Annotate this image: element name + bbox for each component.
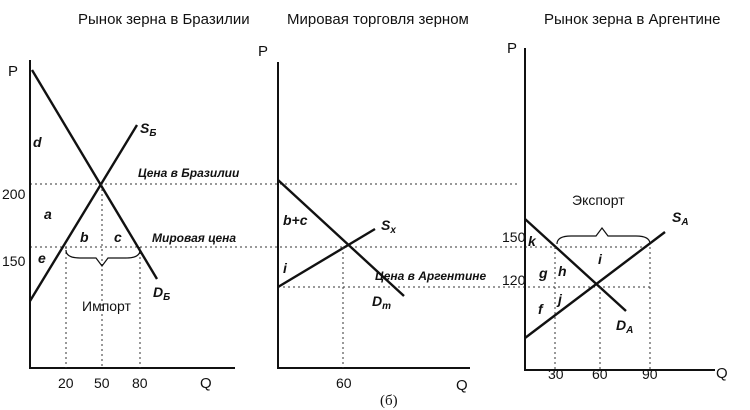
- argentina-x-tick-90: 90: [642, 366, 658, 382]
- figure-caption: (б): [380, 393, 398, 409]
- argentina-x-axis-label: Q: [716, 365, 728, 382]
- world-title: Мировая торговля зерном: [287, 11, 469, 28]
- brazil-y-tick-200: 200: [2, 186, 26, 202]
- world-demand-label: Dm: [372, 293, 391, 312]
- argentina-x-tick-30: 30: [548, 366, 564, 382]
- area-label-j: j: [556, 291, 563, 307]
- brazil-x-tick-80: 80: [132, 375, 148, 391]
- area-label-k: k: [528, 233, 537, 249]
- area-label-e: e: [38, 250, 46, 266]
- area-label-g: g: [538, 265, 548, 281]
- brazil-title: Рынок зерна в Бразилии: [78, 11, 250, 28]
- area-label-b-plus-c: b+c: [283, 212, 308, 228]
- world-export-supply-curve: [277, 227, 376, 289]
- argentina-demand-label: DA: [616, 317, 633, 336]
- argentina-title: Рынок зерна в Аргентине: [544, 11, 720, 28]
- brazil-x-tick-50: 50: [94, 375, 110, 391]
- import-brace: [65, 249, 141, 267]
- argentina-x-tick-60: 60: [592, 366, 608, 382]
- export-brace: [556, 227, 651, 245]
- brazil-y-axis-label: P: [8, 63, 18, 80]
- area-label-f: f: [538, 301, 544, 317]
- argentina-y-axis-label: P: [507, 40, 517, 57]
- brazil-demand-label: DБ: [153, 284, 170, 303]
- argentina-demand-curve: [524, 218, 627, 312]
- argentina-supply-label: SA: [672, 209, 689, 228]
- brazil-price-note: Цена в Бразилии: [138, 166, 240, 180]
- argentina-supply-curve: [524, 231, 666, 339]
- world-x-tick-60: 60: [336, 375, 352, 391]
- world-y-axis-label: P: [258, 43, 268, 60]
- world-price-note: Мировая цена: [152, 231, 236, 245]
- area-label-d: d: [33, 134, 42, 150]
- world-supply-label: Sx: [381, 217, 396, 236]
- panel-world: Мировая торговля зерном P Q 60 Sx Dm b+c…: [258, 11, 487, 394]
- brazil-supply-label: SБ: [140, 120, 156, 139]
- area-label-h: h: [558, 263, 567, 279]
- brazil-demand-curve: [30, 69, 159, 280]
- import-label: Импорт: [82, 298, 132, 314]
- area-label-i-argentina: i: [598, 251, 603, 267]
- argentina-y-tick-120: 120: [502, 272, 526, 288]
- area-label-b: b: [80, 229, 89, 245]
- brazil-y-tick-150: 150: [2, 253, 26, 269]
- area-label-i-world: i: [283, 260, 288, 276]
- area-label-c: c: [114, 229, 122, 245]
- world-x-axis-label: Q: [456, 377, 468, 394]
- area-label-a: a: [44, 206, 52, 222]
- panel-brazil: Рынок зерна в Бразилии P Q 200 150 20 50…: [2, 11, 250, 392]
- brazil-x-tick-20: 20: [58, 375, 74, 391]
- brazil-x-axis-label: Q: [200, 375, 212, 392]
- panel-argentina: Рынок зерна в Аргентине P Q 150 120 30 6…: [502, 11, 728, 382]
- argentina-price-note: Цена в Аргентине: [375, 269, 487, 283]
- brazil-supply-curve: [28, 124, 139, 302]
- export-label: Экспорт: [572, 192, 625, 208]
- argentina-y-tick-150: 150: [502, 229, 526, 245]
- world-import-demand-curve: [277, 179, 405, 297]
